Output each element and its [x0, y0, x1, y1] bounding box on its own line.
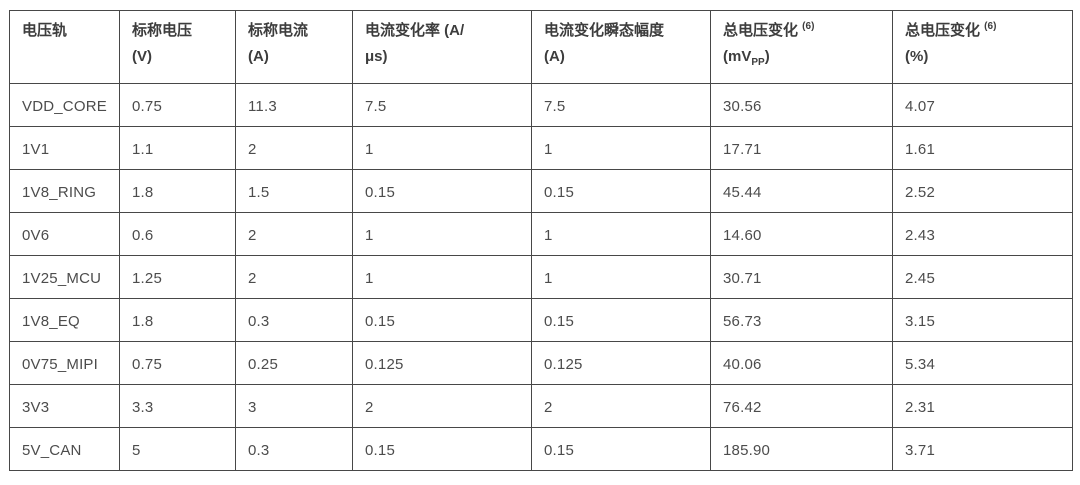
- value-cell-current-transient-amplitude: 7.5: [531, 83, 711, 127]
- footnote-superscript: (6): [984, 21, 997, 32]
- value-cell-nominal-current: 0.3: [235, 427, 353, 471]
- value-cell-current-transient-amplitude: 0.15: [531, 169, 711, 213]
- table-body: VDD_CORE 0.75 11.3 7.5 7.5 30.56 4.07 1V1 1.1 2 1 1…: [9, 83, 1073, 471]
- value-cell-total-voltage-change-pct: 5.34: [892, 341, 1073, 385]
- table-row: 0V6 0.6 2 1 1 14.60 2.43: [9, 212, 1073, 256]
- value-cell-total-voltage-change-mvpp: 14.60: [710, 212, 893, 256]
- column-header-rail: 电压轨: [9, 10, 120, 84]
- value-cell-total-voltage-change-mvpp: 76.42: [710, 384, 893, 428]
- value-cell-total-voltage-change-pct: 2.43: [892, 212, 1073, 256]
- value-cell-current-slew-rate: 1: [352, 126, 532, 170]
- table-row: 1V1 1.1 2 1 1 17.71 1.61: [9, 126, 1073, 170]
- value-cell-current-slew-rate: 0.125: [352, 341, 532, 385]
- value-cell-total-voltage-change-mvpp: 185.90: [710, 427, 893, 471]
- table-row: 1V25_MCU 1.25 2 1 1 30.71 2.45: [9, 255, 1073, 299]
- voltage-rail-spec-table: 电压轨 标称电压 (V) 标称电流 (A) 电流变化率 (A/μs) 电流变化瞬态幅度 (A)…: [9, 10, 1073, 471]
- column-header-current-slew-rate: 电流变化率 (A/μs): [352, 10, 532, 84]
- value-cell-total-voltage-change-mvpp: 30.56: [710, 83, 893, 127]
- value-cell-nominal-current: 2: [235, 126, 353, 170]
- value-cell-total-voltage-change-pct: 2.52: [892, 169, 1073, 213]
- value-cell-nominal-voltage: 1.1: [119, 126, 236, 170]
- value-cell-total-voltage-change-pct: 2.31: [892, 384, 1073, 428]
- value-cell-current-slew-rate: 0.15: [352, 427, 532, 471]
- value-cell-nominal-current: 2: [235, 255, 353, 299]
- value-cell-nominal-voltage: 5: [119, 427, 236, 471]
- value-cell-total-voltage-change-pct: 4.07: [892, 83, 1073, 127]
- value-cell-nominal-current: 3: [235, 384, 353, 428]
- table-row: 5V_CAN 5 0.3 0.15 0.15 185.90 3.71: [9, 427, 1073, 471]
- rail-name-cell: 3V3: [9, 384, 120, 428]
- header-row: 电压轨 标称电压 (V) 标称电流 (A) 电流变化率 (A/μs) 电流变化瞬态幅度 (A)…: [9, 10, 1073, 84]
- value-cell-total-voltage-change-mvpp: 56.73: [710, 298, 893, 342]
- value-cell-nominal-voltage: 1.8: [119, 298, 236, 342]
- value-cell-current-transient-amplitude: 1: [531, 126, 711, 170]
- value-cell-nominal-voltage: 3.3: [119, 384, 236, 428]
- value-cell-nominal-voltage: 0.75: [119, 83, 236, 127]
- column-header-total-voltage-change-pct: 总电压变化 (6) (%): [892, 10, 1073, 84]
- value-cell-nominal-current: 0.25: [235, 341, 353, 385]
- value-cell-nominal-voltage: 1.25: [119, 255, 236, 299]
- column-header-nominal-current: 标称电流 (A): [235, 10, 353, 84]
- value-cell-total-voltage-change-pct: 2.45: [892, 255, 1073, 299]
- value-cell-total-voltage-change-pct: 3.15: [892, 298, 1073, 342]
- rail-name-cell: 1V8_EQ: [9, 298, 120, 342]
- value-cell-current-slew-rate: 2: [352, 384, 532, 428]
- footnote-superscript: (6): [802, 21, 815, 32]
- value-cell-current-transient-amplitude: 1: [531, 255, 711, 299]
- value-cell-current-transient-amplitude: 2: [531, 384, 711, 428]
- value-cell-total-voltage-change-mvpp: 40.06: [710, 341, 893, 385]
- table-row: 3V3 3.3 3 2 2 76.42 2.31: [9, 384, 1073, 428]
- column-header-current-transient-amplitude: 电流变化瞬态幅度 (A): [531, 10, 711, 84]
- value-cell-total-voltage-change-mvpp: 17.71: [710, 126, 893, 170]
- value-cell-current-transient-amplitude: 0.125: [531, 341, 711, 385]
- value-cell-nominal-current: 0.3: [235, 298, 353, 342]
- rail-name-cell: 5V_CAN: [9, 427, 120, 471]
- value-cell-total-voltage-change-pct: 3.71: [892, 427, 1073, 471]
- column-header-total-voltage-change-mvpp: 总电压变化 (6) (mVPP): [710, 10, 893, 84]
- value-cell-current-slew-rate: 7.5: [352, 83, 532, 127]
- rail-name-cell: VDD_CORE: [9, 83, 120, 127]
- value-cell-total-voltage-change-mvpp: 45.44: [710, 169, 893, 213]
- rail-name-cell: 1V8_RING: [9, 169, 120, 213]
- table-row: 0V75_MIPI 0.75 0.25 0.125 0.125 40.06 5.34: [9, 341, 1073, 385]
- rail-name-cell: 0V75_MIPI: [9, 341, 120, 385]
- value-cell-current-transient-amplitude: 0.15: [531, 298, 711, 342]
- value-cell-nominal-voltage: 0.6: [119, 212, 236, 256]
- value-cell-total-voltage-change-pct: 1.61: [892, 126, 1073, 170]
- table-row: 1V8_EQ 1.8 0.3 0.15 0.15 56.73 3.15: [9, 298, 1073, 342]
- value-cell-nominal-voltage: 1.8: [119, 169, 236, 213]
- value-cell-nominal-current: 11.3: [235, 83, 353, 127]
- value-cell-current-slew-rate: 1: [352, 212, 532, 256]
- value-cell-nominal-current: 2: [235, 212, 353, 256]
- table-row: VDD_CORE 0.75 11.3 7.5 7.5 30.56 4.07: [9, 83, 1073, 127]
- value-cell-current-transient-amplitude: 1: [531, 212, 711, 256]
- voltage-rail-spec-table-container: 电压轨 标称电压 (V) 标称电流 (A) 电流变化率 (A/μs) 电流变化瞬态幅度 (A)…: [9, 10, 1073, 471]
- unit-subscript: PP: [751, 57, 765, 69]
- value-cell-current-slew-rate: 0.15: [352, 298, 532, 342]
- value-cell-current-slew-rate: 0.15: [352, 169, 532, 213]
- value-cell-current-transient-amplitude: 0.15: [531, 427, 711, 471]
- value-cell-total-voltage-change-mvpp: 30.71: [710, 255, 893, 299]
- rail-name-cell: 0V6: [9, 212, 120, 256]
- value-cell-nominal-voltage: 0.75: [119, 341, 236, 385]
- value-cell-nominal-current: 1.5: [235, 169, 353, 213]
- rail-name-cell: 1V1: [9, 126, 120, 170]
- rail-name-cell: 1V25_MCU: [9, 255, 120, 299]
- table-row: 1V8_RING 1.8 1.5 0.15 0.15 45.44 2.52: [9, 169, 1073, 213]
- value-cell-current-slew-rate: 1: [352, 255, 532, 299]
- column-header-nominal-voltage: 标称电压 (V): [119, 10, 236, 84]
